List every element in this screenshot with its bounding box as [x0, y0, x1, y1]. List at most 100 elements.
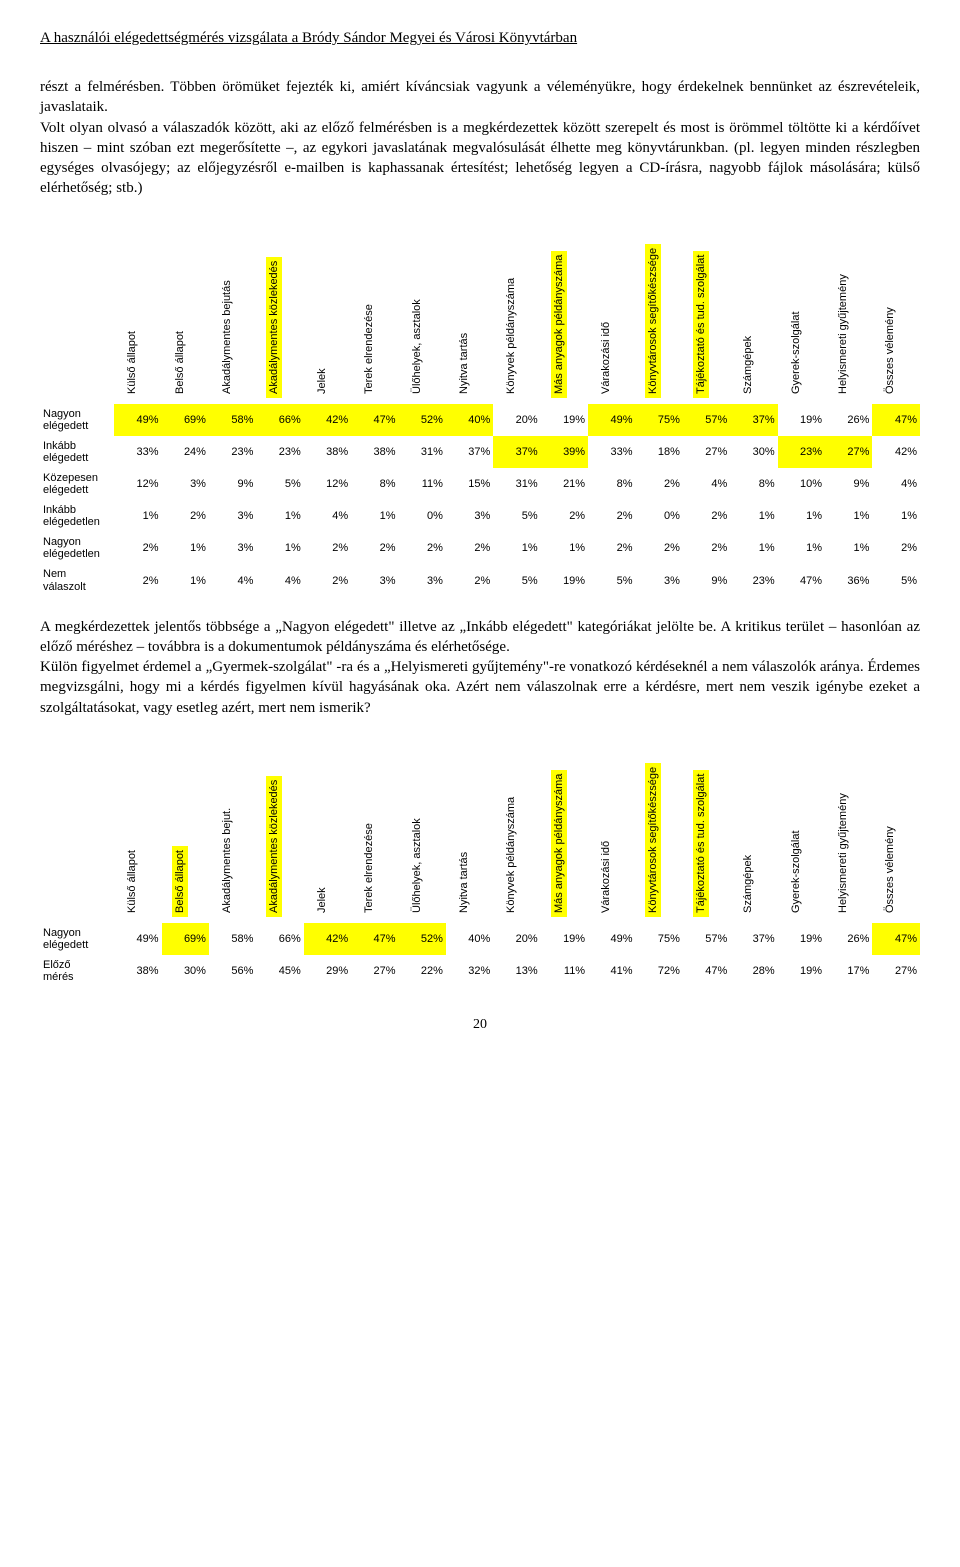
data-cell: 1% — [825, 532, 872, 564]
data-cell: 3% — [635, 564, 682, 596]
data-cell: 66% — [256, 923, 303, 955]
data-cell: 2% — [446, 564, 493, 596]
data-cell: 3% — [209, 500, 256, 532]
table-row: Nagyonelégedett49%69%58%66%42%47%52%40%2… — [40, 923, 920, 955]
data-cell: 69% — [162, 404, 209, 436]
data-cell: 37% — [730, 404, 777, 436]
data-cell: 8% — [351, 468, 398, 500]
data-cell: 9% — [209, 468, 256, 500]
data-cell: 9% — [825, 468, 872, 500]
row-label: Inkábbelégedett — [40, 436, 114, 468]
data-cell: 42% — [872, 436, 920, 468]
table-row: Nagyonelégedetlen2%1%3%1%2%2%2%2%1%1%2%2… — [40, 532, 920, 564]
table-row: Nemválaszolt2%1%4%4%2%3%3%2%5%19%5%3%9%2… — [40, 564, 920, 596]
column-header: Terek elrendezése — [351, 743, 398, 923]
data-cell: 3% — [446, 500, 493, 532]
data-cell: 2% — [541, 500, 588, 532]
data-cell: 5% — [588, 564, 635, 596]
data-cell: 2% — [114, 564, 161, 596]
data-cell: 21% — [541, 468, 588, 500]
data-cell: 12% — [114, 468, 161, 500]
data-cell: 40% — [446, 404, 493, 436]
data-cell: 52% — [399, 923, 446, 955]
data-cell: 12% — [304, 468, 351, 500]
data-cell: 1% — [162, 564, 209, 596]
data-cell: 2% — [872, 532, 920, 564]
data-cell: 23% — [209, 436, 256, 468]
paragraph-3: A megkérdezettek jelentős többsége a „Na… — [40, 617, 920, 718]
data-cell: 0% — [635, 500, 682, 532]
paragraph-3-text: A megkérdezettek jelentős többsége a „Na… — [40, 619, 920, 655]
data-cell: 30% — [162, 955, 209, 987]
row-label: Előzőmérés — [40, 955, 114, 987]
column-header: Akadálymentes közlekedés — [256, 224, 303, 404]
data-cell: 41% — [588, 955, 635, 987]
data-cell: 8% — [730, 468, 777, 500]
table-row: Előzőmérés38%30%56%45%29%27%22%32%13%11%… — [40, 955, 920, 987]
data-cell: 42% — [304, 404, 351, 436]
data-cell: 26% — [825, 404, 872, 436]
data-cell: 27% — [683, 436, 730, 468]
data-cell: 72% — [635, 955, 682, 987]
column-header: Tájékoztató és tud. szolgálat — [683, 743, 730, 923]
data-cell: 11% — [399, 468, 446, 500]
data-cell: 27% — [351, 955, 398, 987]
data-cell: 47% — [872, 923, 920, 955]
data-cell: 23% — [730, 564, 777, 596]
column-header: Gyerek-szolgálat — [778, 743, 825, 923]
data-cell: 5% — [256, 468, 303, 500]
column-header: Belső állapot — [162, 224, 209, 404]
row-label-header — [40, 224, 114, 404]
data-cell: 4% — [209, 564, 256, 596]
paragraph-1-text: részt a felmérésben. Többen örömüket fej… — [40, 79, 920, 115]
data-cell: 19% — [778, 955, 825, 987]
data-cell: 3% — [399, 564, 446, 596]
table-row: Inkábbelégedett33%24%23%23%38%38%31%37%3… — [40, 436, 920, 468]
data-cell: 8% — [588, 468, 635, 500]
data-cell: 57% — [683, 404, 730, 436]
data-cell: 32% — [446, 955, 493, 987]
data-cell: 38% — [304, 436, 351, 468]
data-cell: 49% — [588, 923, 635, 955]
row-label: Nemválaszolt — [40, 564, 114, 596]
data-cell: 49% — [588, 404, 635, 436]
column-header: Terek elrendezése — [351, 224, 398, 404]
data-cell: 47% — [872, 404, 920, 436]
data-cell: 1% — [825, 500, 872, 532]
data-cell: 23% — [778, 436, 825, 468]
column-header: Akadálymentes közlekedés — [256, 743, 303, 923]
paragraph-2-text: Volt olyan olvasó a válaszadók között, a… — [40, 120, 920, 197]
data-cell: 10% — [778, 468, 825, 500]
data-cell: 9% — [683, 564, 730, 596]
data-cell: 39% — [541, 436, 588, 468]
data-cell: 2% — [446, 532, 493, 564]
paragraph-1: részt a felmérésben. Többen örömüket fej… — [40, 77, 920, 199]
data-cell: 15% — [446, 468, 493, 500]
column-header: Összes vélemény — [872, 743, 920, 923]
data-cell: 29% — [304, 955, 351, 987]
column-header: Más anyagok példányszáma — [541, 224, 588, 404]
column-header: Könyvtárosok segítőkészsége — [635, 743, 682, 923]
column-header: Nyitva tartás — [446, 743, 493, 923]
satisfaction-table-2: Külső állapotBelső állapotAkadálymentes … — [40, 743, 920, 987]
data-cell: 45% — [256, 955, 303, 987]
data-cell: 66% — [256, 404, 303, 436]
data-cell: 33% — [588, 436, 635, 468]
data-cell: 24% — [162, 436, 209, 468]
data-cell: 4% — [683, 468, 730, 500]
data-cell: 1% — [162, 532, 209, 564]
data-cell: 75% — [635, 404, 682, 436]
data-cell: 11% — [541, 955, 588, 987]
data-cell: 3% — [351, 564, 398, 596]
data-cell: 37% — [446, 436, 493, 468]
column-header: Könyvtárosok segítőkészsége — [635, 224, 682, 404]
data-cell: 38% — [351, 436, 398, 468]
data-cell: 17% — [825, 955, 872, 987]
column-header: Jelek — [304, 743, 351, 923]
data-cell: 2% — [162, 500, 209, 532]
column-header: Helyismereti gyűjtemény — [825, 224, 872, 404]
data-cell: 47% — [351, 923, 398, 955]
data-cell: 28% — [730, 955, 777, 987]
row-label-header — [40, 743, 114, 923]
data-cell: 2% — [683, 500, 730, 532]
